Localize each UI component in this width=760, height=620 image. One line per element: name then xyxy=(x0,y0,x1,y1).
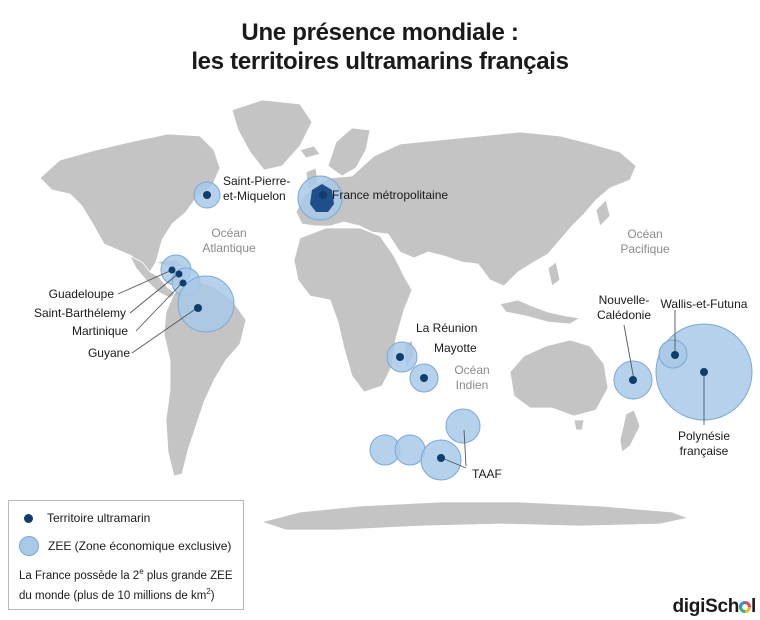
dot-reunion xyxy=(396,353,404,361)
landmass-scandinavia xyxy=(327,127,371,177)
zee-taaf-2 xyxy=(394,434,426,466)
ocean-atlantic-line1: Océan xyxy=(211,226,246,240)
landmass-new-zealand xyxy=(619,409,641,453)
dot-france xyxy=(319,191,327,199)
legend-note-part: plus grande ZEE xyxy=(143,569,233,582)
label-nc-line1: Nouvelle- xyxy=(599,293,650,307)
dot-nouvelle-caledonie xyxy=(629,376,637,384)
landmass-philippines xyxy=(547,261,561,287)
ocean-indian-line1: Océan xyxy=(454,363,489,377)
label-france: France métropolitaine xyxy=(332,188,448,202)
dot-saint-barthelemy xyxy=(168,266,176,274)
map-title: Une présence mondiale : les territoires … xyxy=(0,18,760,76)
dot-wallis xyxy=(671,351,679,359)
legend-territory-label: Territoire ultramarin xyxy=(47,511,151,525)
title-line-1: Une présence mondiale : xyxy=(241,19,519,46)
dot-polynesie xyxy=(700,368,708,376)
legend-dot-icon xyxy=(24,513,33,523)
legend-note-sup: 2 xyxy=(206,586,211,596)
title-line-2: les territoires ultramarins français xyxy=(191,48,569,75)
landmass-iceland xyxy=(299,145,321,159)
label-taaf: TAAF xyxy=(472,467,502,481)
landmass-greenland xyxy=(231,99,313,171)
ocean-labels: Océan Atlantique Océan Pacifique Océan I… xyxy=(202,226,670,392)
dot-taaf xyxy=(437,454,445,462)
dot-saint-pierre xyxy=(203,191,211,199)
label-guyane: Guyane xyxy=(88,346,130,360)
logo-text-pre: digiSch xyxy=(672,596,740,617)
territory-dots xyxy=(168,191,708,462)
landmass-indonesia xyxy=(499,299,582,325)
legend-row-territory: Territoire ultramarin xyxy=(19,511,150,525)
ocean-pacific-line2: Pacifique xyxy=(620,242,670,256)
label-nc-line2: Calédonie xyxy=(597,308,651,322)
logo-text-post: l xyxy=(751,596,756,617)
label-mayotte: Mayotte xyxy=(434,341,477,355)
digischool-logo: digiSch l xyxy=(673,596,757,618)
label-reunion: La Réunion xyxy=(416,321,477,335)
label-guadeloupe: Guadeloupe xyxy=(49,287,115,301)
dot-guadeloupe xyxy=(175,270,183,278)
landmass-africa xyxy=(293,227,413,393)
territory-labels: Saint-Pierre- et-Miquelon France métropo… xyxy=(34,174,748,481)
legend-zee-icon xyxy=(19,536,39,556)
leader-lines xyxy=(117,269,705,469)
dot-mayotte xyxy=(420,374,428,382)
label-spm-line1: Saint-Pierre- xyxy=(223,174,290,188)
landmass-australia xyxy=(509,339,609,417)
dot-guyane xyxy=(194,304,202,312)
label-saint-barthelemy: Saint-Barthélemy xyxy=(34,306,126,320)
legend-note-part: La France possède la 2 xyxy=(19,569,140,582)
legend: Territoire ultramarin ZEE (Zone économiq… xyxy=(8,500,244,610)
landmass-tasmania xyxy=(573,419,585,431)
label-wallis: Wallis-et-Futuna xyxy=(661,297,748,311)
landmass-north-america xyxy=(39,133,221,273)
label-pf-line2: française xyxy=(680,444,729,458)
zee-taaf-4 xyxy=(445,408,481,444)
landmass-eurasia xyxy=(295,131,637,287)
zee-guyane xyxy=(177,275,235,333)
ocean-pacific-line1: Océan xyxy=(627,227,662,241)
dot-martinique xyxy=(179,279,187,287)
ocean-atlantic-line2: Atlantique xyxy=(202,241,256,255)
legend-zee-label: ZEE (Zone économique exclusive) xyxy=(48,539,232,553)
landmass-japan xyxy=(595,199,611,227)
legend-note-sup: e xyxy=(139,567,144,576)
legend-note-part: du monde (plus de 10 millions de km xyxy=(19,589,207,602)
landmass-antarctica xyxy=(260,501,690,531)
label-spm-line2: et-Miquelon xyxy=(223,189,286,203)
label-martinique: Martinique xyxy=(72,324,128,338)
legend-row-zee: ZEE (Zone économique exclusive) xyxy=(19,536,231,556)
legend-note: La France possède la 2e plus grande ZEE … xyxy=(19,564,239,604)
legend-note-part: ) xyxy=(210,589,215,602)
label-pf-line1: Polynésie xyxy=(678,429,730,443)
ocean-indian-line2: Indien xyxy=(456,378,489,392)
land-masses xyxy=(39,99,690,531)
logo-o-icon xyxy=(739,601,752,613)
